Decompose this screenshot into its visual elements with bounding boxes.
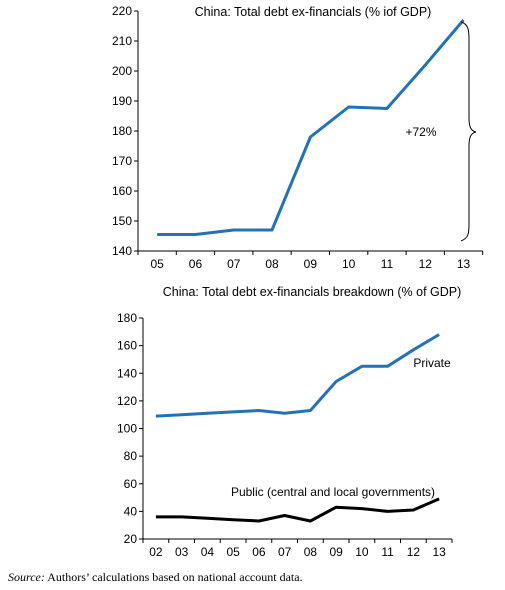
chart-2-axes: 20 40 60 80 100 120 140 160 180 02 03 04 05 06 07 08 09 1… bbox=[117, 311, 453, 559]
x-tick-label: 09 bbox=[329, 545, 343, 559]
x-tick-label: 06 bbox=[252, 545, 266, 559]
x-tick-label: 09 bbox=[304, 257, 318, 271]
x-tick-label: 07 bbox=[278, 545, 292, 559]
source-note: Source: Authors’ calculations based on n… bbox=[8, 570, 303, 585]
series-line-total-debt bbox=[157, 19, 465, 236]
x-tick-label: 03 bbox=[175, 545, 189, 559]
y-tick-label: 160 bbox=[117, 339, 137, 353]
change-annotation: +72% bbox=[405, 125, 436, 139]
y-tick-label: 160 bbox=[112, 184, 132, 198]
y-tick-label: 150 bbox=[112, 214, 132, 228]
y-tick-label: 40 bbox=[124, 504, 138, 518]
x-tick-label: 11 bbox=[381, 545, 394, 559]
y-tick-label: 100 bbox=[117, 422, 137, 436]
y-tick-label: 140 bbox=[112, 244, 132, 258]
x-tick-label: 02 bbox=[149, 545, 163, 559]
series-line-public bbox=[155, 497, 440, 523]
x-tick-label: 08 bbox=[304, 545, 318, 559]
chart-1-title: China: Total debt ex-financials (% iof G… bbox=[195, 5, 432, 19]
y-tick-label: 60 bbox=[124, 477, 138, 491]
series-line-private bbox=[155, 333, 440, 418]
x-tick-label: 12 bbox=[419, 257, 433, 271]
x-tick-label: 08 bbox=[265, 257, 279, 271]
y-tick-label: 80 bbox=[124, 449, 138, 463]
chart-total-debt: China: Total debt ex-financials (% iof G… bbox=[112, 4, 484, 271]
x-tick-label: 13 bbox=[457, 257, 471, 271]
y-tick-label: 210 bbox=[112, 34, 132, 48]
x-tick-label: 05 bbox=[150, 257, 164, 271]
y-tick-label: 180 bbox=[112, 124, 132, 138]
source-text: Authors’ calculations based on national … bbox=[47, 570, 303, 584]
chart-2-title: China: Total debt ex-financials breakdow… bbox=[163, 285, 462, 299]
change-brace bbox=[460, 21, 477, 242]
x-tick-label: 10 bbox=[355, 545, 369, 559]
y-tick-label: 20 bbox=[124, 532, 138, 546]
x-tick-label: 10 bbox=[342, 257, 356, 271]
y-tick-label: 120 bbox=[117, 394, 137, 408]
y-tick-label: 180 bbox=[117, 311, 137, 325]
x-tick-label: 04 bbox=[201, 545, 215, 559]
x-tick-label: 05 bbox=[226, 545, 240, 559]
chart-2-series bbox=[155, 333, 440, 523]
x-tick-label: 07 bbox=[227, 257, 241, 271]
y-tick-label: 200 bbox=[112, 64, 132, 78]
x-tick-label: 12 bbox=[407, 545, 421, 559]
series-label-private: Private bbox=[413, 356, 451, 370]
y-tick-label: 190 bbox=[112, 94, 132, 108]
x-tick-label: 06 bbox=[189, 257, 203, 271]
x-tick-label: 13 bbox=[432, 545, 446, 559]
y-tick-label: 220 bbox=[112, 4, 132, 18]
chart-1-axes: 140 150 160 170 180 190 200 210 220 05 06 07 08 09 10 1… bbox=[112, 4, 484, 271]
series-label-public: Public (central and local governments) bbox=[231, 485, 435, 499]
y-tick-label: 170 bbox=[112, 154, 132, 168]
source-lead: Source: bbox=[8, 570, 45, 584]
chart-1-series bbox=[157, 19, 465, 236]
chart-debt-breakdown: China: Total debt ex-financials breakdow… bbox=[117, 285, 461, 559]
x-tick-label: 11 bbox=[381, 257, 394, 271]
y-tick-label: 140 bbox=[117, 366, 137, 380]
